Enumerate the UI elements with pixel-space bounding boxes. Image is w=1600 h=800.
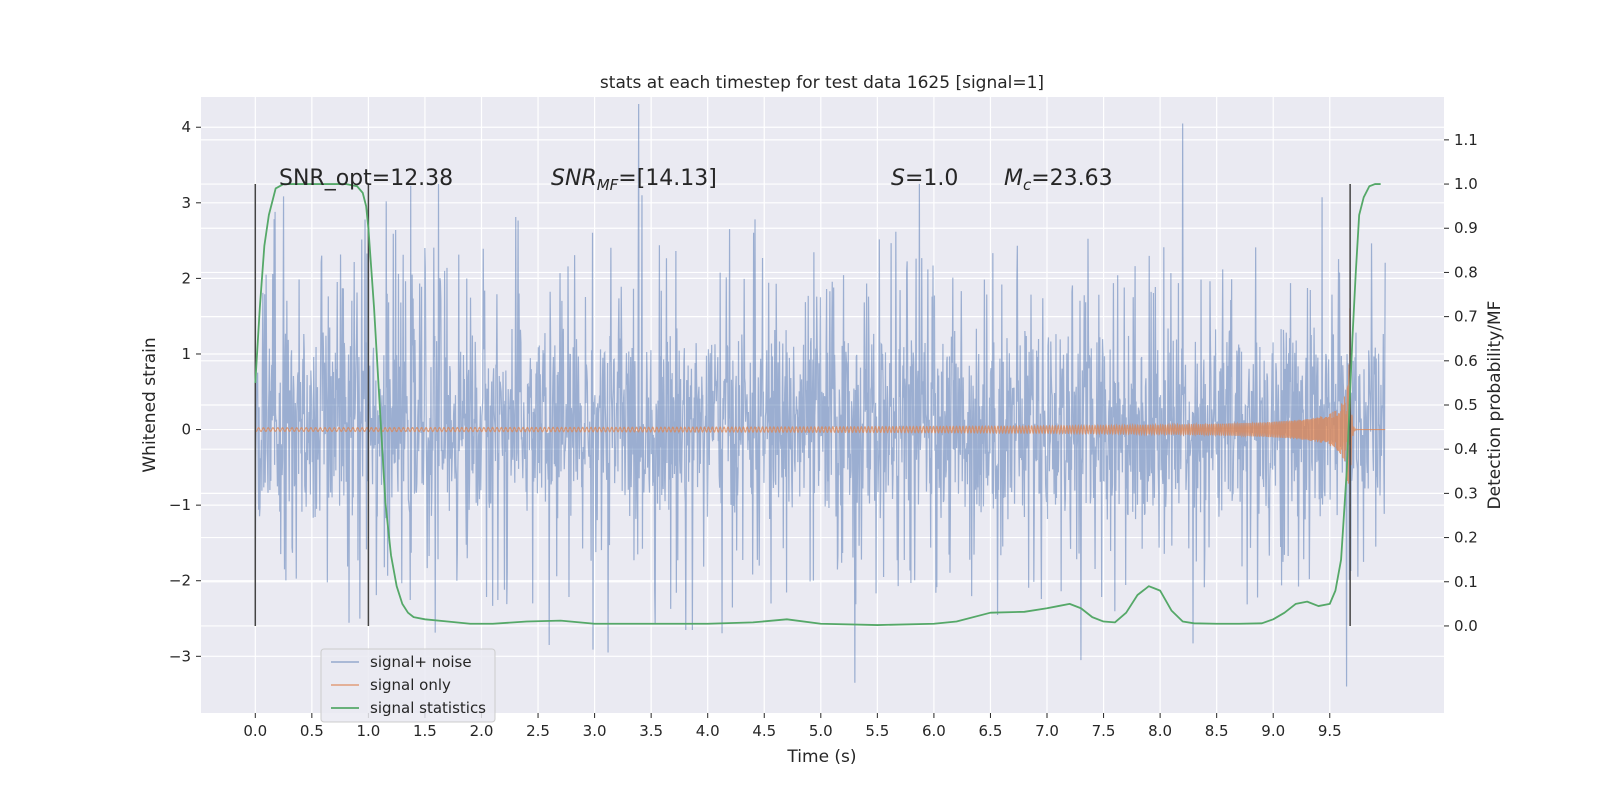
x-tick-label: 2.0 [470,722,494,740]
series-signal-noise-line [254,103,1386,687]
y2-tick-label: 1.1 [1454,131,1478,149]
y2-tick-label: 0.1 [1454,573,1478,591]
annotation-mc-subscript: c [1023,176,1032,194]
x-tick-label: 6.0 [922,722,946,740]
legend: signal+ noise signal only signal statist… [320,648,496,723]
y-tick-label: 2 [181,269,191,287]
annotation-mc: Mc=23.63 [1004,166,1113,194]
legend-label-signal-statistics: signal statistics [370,699,486,717]
y2-tick-label: 0.0 [1454,617,1478,635]
statistics-series-layer [254,183,1381,626]
annotation-s-symbol: S [891,166,905,191]
x-tick-label: 0.5 [300,722,324,740]
x-tick-label: 1.5 [413,722,437,740]
annotation-mc-symbol: M [1004,166,1023,191]
annotation-mc-value: =23.63 [1031,166,1112,191]
x-tick-label: 8.5 [1205,722,1229,740]
y2-tick-label: 0.7 [1454,308,1478,326]
y-tick-layer: 4 3 2 1 0 −1 −2 −3 [169,118,201,665]
legend-label-signal-only: signal only [370,676,451,694]
x-tick-label: 5.5 [865,722,889,740]
x-tick-label: 9.0 [1261,722,1285,740]
annotation-snr-opt: SNR_opt=12.38 [279,166,453,191]
x-tick-label: 7.0 [1035,722,1059,740]
y-tick-label: 0 [181,421,191,439]
x-tick-label: 6.5 [979,722,1003,740]
annotation-s: S=1.0 [891,166,958,191]
x-tick-label: 4.5 [752,722,776,740]
y2-tick-label: 0.4 [1454,440,1478,458]
series-signal-statistics-line [254,183,1381,626]
annotation-snr-mf-value: =[14.13] [618,166,717,191]
x-tick-label: 3.5 [639,722,663,740]
series-signal-only-line [254,308,1386,484]
x-axis-label: Time (s) [786,747,856,767]
y2-tick-layer: 1.1 1.0 0.9 0.8 0.7 0.6 0.5 0.4 0.3 0.2 0.1 0.0 [1444,131,1478,635]
annotation-s-value: =1.0 [905,166,958,191]
chart-title: stats at each timestep for test data 162… [600,73,1044,93]
y-tick-label: 3 [181,194,191,212]
x-tick-label: 3.0 [583,722,607,740]
y2-tick-label: 1.0 [1454,175,1478,193]
x-tick-label: 9.5 [1318,722,1342,740]
y-tick-label: −3 [169,647,191,665]
annotation-snr-mf-subscript: MF [597,176,619,194]
y-tick-label: −1 [169,496,191,514]
x-tick-label: 4.0 [696,722,720,740]
y-tick-label: 4 [181,118,191,136]
y-tick-label: 1 [181,345,191,363]
x-tick-label: 1.0 [356,722,380,740]
y2-tick-label: 0.9 [1454,219,1478,237]
noise-series-layer [254,103,1386,687]
y2-tick-label: 0.8 [1454,263,1478,281]
y-tick-label: −2 [169,572,191,590]
x-tick-label: 2.5 [526,722,550,740]
annotation-snr-mf-symbol: SNR [551,166,597,191]
y2-tick-label: 0.6 [1454,352,1478,370]
annotation-layer: SNR_opt=12.38 SNRMF=[14.13] S=1.0 Mc=23.… [279,166,1113,194]
y2-tick-label: 0.3 [1454,484,1478,502]
x-tick-label: 7.5 [1092,722,1116,740]
x-tick-label: 5.0 [809,722,833,740]
x-tick-label: 0.0 [243,722,267,740]
y2-tick-label: 0.5 [1454,396,1478,414]
x-tick-layer: 0.0 0.5 1.0 1.5 2.0 2.5 3.0 3.5 4.0 4.5 5.0 5.5 6.0 6… [243,713,1342,740]
legend-box [320,648,496,723]
signal-series-layer [254,308,1386,484]
y2-axis-label: Detection probability/MF [1485,301,1505,510]
y2-tick-label: 0.2 [1454,529,1478,547]
x-tick-label: 8.0 [1148,722,1172,740]
legend-label-signal-noise: signal+ noise [370,653,472,671]
annotation-snr-mf: SNRMF=[14.13] [551,166,717,194]
y-axis-label: Whitened strain [140,337,160,472]
